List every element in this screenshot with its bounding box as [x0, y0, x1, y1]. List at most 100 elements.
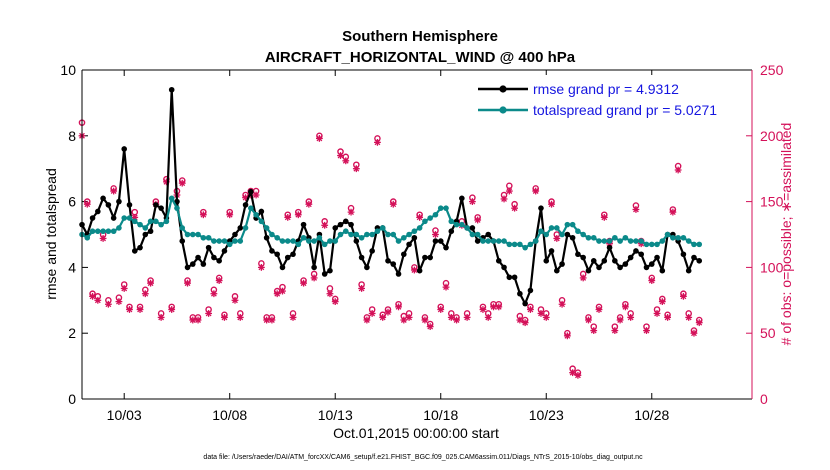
rmse-point — [342, 218, 349, 225]
totalspread-point — [416, 225, 423, 231]
y-tick-label-left: 2 — [68, 325, 76, 341]
obs-assimilated-marker — [284, 213, 292, 221]
obs-assimilated-marker — [574, 371, 582, 379]
obs-assimilated-marker — [595, 306, 603, 313]
totalspread-point — [675, 234, 681, 241]
obs-assimilated-marker — [136, 306, 144, 313]
rmse-point — [248, 188, 254, 195]
totalspread-point — [696, 241, 703, 248]
rmse-point — [131, 248, 138, 254]
obs-assimilated-marker — [279, 287, 286, 295]
rmse-point — [337, 221, 344, 228]
obs-assimilated-marker — [199, 211, 207, 219]
obs-assimilated-marker — [205, 310, 213, 317]
totalspread-point — [490, 238, 497, 244]
x-tick-label: 10/03 — [107, 407, 142, 423]
totalspread-point — [269, 231, 275, 238]
totalspread-point — [664, 231, 671, 238]
obs-assimilated-marker — [157, 314, 165, 321]
rmse-point — [474, 238, 481, 244]
obs-assimilated-marker — [432, 231, 439, 238]
totalspread-point — [174, 205, 180, 211]
totalspread-point — [453, 221, 460, 228]
rmse-point — [569, 234, 576, 241]
obs-assimilated-marker — [384, 308, 392, 316]
rmse-point — [390, 261, 397, 267]
rmse-point — [506, 274, 513, 281]
obs-assimilated-marker — [685, 314, 693, 321]
totalspread-point — [232, 238, 238, 244]
totalspread-point — [379, 225, 386, 231]
rmse-point — [153, 202, 159, 208]
obs-assimilated-marker — [558, 300, 566, 308]
rmse-point — [168, 86, 175, 93]
obs-assimilated-marker — [395, 303, 402, 311]
rmse-point — [522, 300, 528, 307]
obs-assimilated-marker — [368, 310, 376, 317]
y-tick-label-right: 200 — [760, 128, 784, 144]
obs-assimilated-marker — [511, 204, 518, 212]
y-tick-label-right: 50 — [760, 325, 776, 341]
rmse-point — [585, 267, 592, 274]
rmse-point — [100, 195, 106, 202]
obs-assimilated-marker — [389, 200, 397, 208]
totalspread-point — [638, 238, 645, 244]
totalspread-point — [279, 238, 286, 244]
totalspread-point — [633, 238, 639, 244]
y-tick-label-left: 10 — [60, 62, 76, 78]
totalspread-point — [385, 231, 391, 238]
obs-assimilated-marker — [426, 323, 434, 331]
totalspread-point — [627, 238, 634, 244]
rmse-point — [274, 251, 280, 258]
totalspread-point — [84, 234, 91, 241]
obs-assimilated-marker — [321, 221, 329, 229]
rmse-point — [691, 254, 697, 261]
obs-assimilated-marker — [416, 213, 424, 221]
totalspread-point — [411, 228, 418, 235]
rmse-point — [643, 264, 650, 271]
totalspread-point — [337, 231, 344, 238]
rmse-point — [622, 261, 629, 267]
totalspread-point — [306, 238, 312, 244]
totalspread-point — [527, 241, 534, 248]
obs-assimilated-marker — [643, 327, 650, 334]
rmse-point — [321, 271, 328, 277]
totalspread-point — [406, 231, 412, 238]
obs-assimilated-marker — [352, 165, 360, 173]
obs-assimilated-marker — [664, 314, 671, 321]
rmse-point — [284, 254, 291, 261]
obs-assimilated-marker — [115, 298, 123, 306]
obs-assimilated-marker — [468, 198, 476, 205]
rmse-point — [353, 238, 360, 244]
totalspread-point — [585, 234, 592, 241]
obs-assimilated-marker — [110, 187, 118, 195]
obs-assimilated-marker — [463, 314, 471, 321]
chart-title: Southern Hemisphere — [342, 28, 498, 45]
rmse-point — [437, 238, 444, 244]
obs-assimilated-marker — [374, 138, 381, 146]
obs-assimilated-marker — [437, 306, 445, 313]
obs-assimilated-marker — [621, 303, 629, 311]
totalspread-point — [559, 231, 565, 238]
rmse-point — [211, 254, 217, 261]
rmse-point — [517, 290, 523, 297]
rmse-point — [195, 254, 201, 261]
totalspread-point — [606, 238, 613, 244]
obs-assimilated-marker — [168, 306, 176, 313]
rmse-point — [290, 251, 296, 258]
rmse-point — [617, 264, 623, 271]
rmse-point — [205, 244, 212, 251]
totalspread-point — [121, 215, 128, 221]
rmse-point — [527, 287, 534, 294]
legend: rmse grand pr = 4.9312 totalspread grand… — [470, 75, 740, 125]
obs-assimilated-marker — [527, 306, 534, 313]
totalspread-point — [459, 221, 465, 228]
totalspread-point — [116, 225, 122, 231]
rmse-point — [596, 264, 602, 271]
rmse-point — [221, 248, 228, 254]
obs-assimilated-marker — [104, 300, 112, 308]
rmse-point — [459, 195, 465, 202]
rmse-point — [348, 221, 354, 228]
obs-assimilated-marker — [548, 200, 555, 208]
totalspread-point — [137, 221, 143, 228]
